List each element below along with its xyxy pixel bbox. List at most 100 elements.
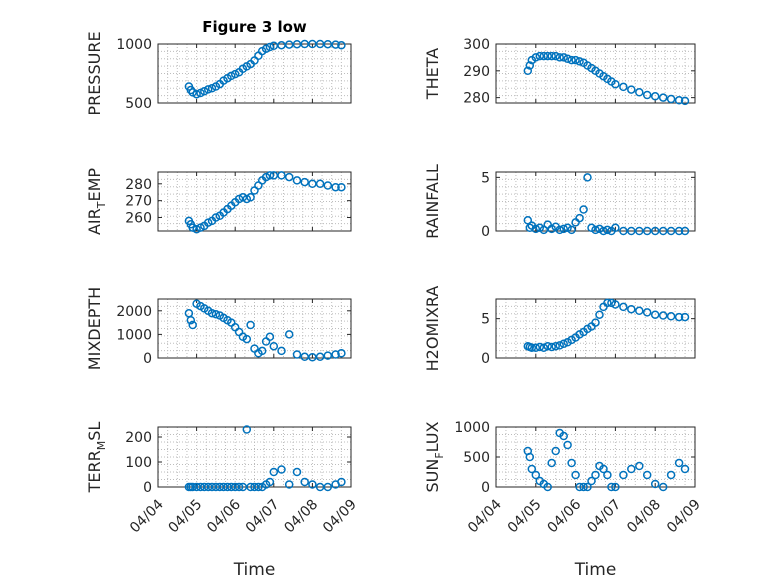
data-point: [674, 226, 684, 236]
data-point: [607, 482, 616, 492]
data-point: [642, 308, 652, 317]
series-points: [523, 298, 690, 353]
y-axis-label: SUNFLUX: [423, 421, 446, 492]
data-point: [227, 482, 236, 492]
data-point: [571, 55, 580, 65]
x-tick-label: 04/04: [465, 496, 505, 536]
data-point: [531, 470, 541, 480]
y-tick-label: 1000: [116, 37, 152, 53]
data-point: [619, 82, 628, 92]
data-point: [658, 311, 668, 320]
x-tick-label: 04/07: [243, 497, 283, 537]
data-point: [619, 470, 628, 480]
data-point: [559, 53, 568, 62]
y-tick-label: 100: [125, 455, 152, 471]
series-points: [523, 173, 690, 236]
data-point: [611, 482, 620, 492]
axes-frame: [495, 43, 696, 104]
y-tick-label: 280: [463, 91, 490, 107]
data-point: [607, 298, 616, 308]
data-point: [200, 86, 209, 96]
data-point: [277, 465, 286, 474]
data-point: [571, 470, 580, 480]
data-point: [337, 349, 346, 358]
data-point: [207, 308, 217, 318]
data-point: [265, 42, 275, 52]
data-point: [315, 352, 325, 362]
data-point: [525, 452, 535, 462]
data-point: [211, 213, 221, 222]
data-point: [680, 464, 690, 474]
x-tick-label: 04/06: [545, 496, 585, 536]
y-tick-label: 0: [481, 224, 490, 240]
y-tick-label: 270: [125, 194, 152, 210]
data-point: [599, 226, 608, 236]
series-points: [184, 299, 346, 362]
data-point: [531, 343, 541, 353]
data-point: [658, 482, 668, 492]
data-point: [300, 177, 309, 187]
data-point: [680, 312, 690, 322]
data-point: [627, 304, 636, 314]
y-axis-label: AIRTEMP: [85, 168, 108, 235]
axes-frame: [157, 298, 352, 359]
data-point: [337, 477, 346, 487]
x-tick-label: 04/05: [166, 497, 206, 537]
data-point: [234, 482, 244, 492]
data-point: [559, 339, 568, 349]
data-point: [323, 181, 333, 190]
x-tick-label: 04/09: [664, 497, 704, 537]
data-point: [188, 88, 197, 97]
axes-frame: [495, 171, 696, 232]
data-point: [265, 332, 275, 342]
data-point: [242, 425, 252, 434]
data-point: [635, 461, 644, 471]
data-point: [284, 172, 294, 182]
data-point: [525, 223, 535, 233]
data-point: [619, 302, 628, 312]
data-point: [611, 300, 620, 309]
series-points: [184, 171, 346, 234]
data-point: [323, 482, 333, 492]
data-point: [527, 343, 537, 353]
data-point: [547, 458, 556, 468]
data-point: [619, 226, 628, 236]
data-point: [207, 482, 217, 492]
series-points: [184, 39, 346, 99]
y-tick-label: 0: [481, 351, 490, 367]
x-tick-label: 04/05: [505, 497, 545, 537]
data-point: [207, 84, 217, 93]
data-point: [603, 225, 612, 235]
data-point: [539, 51, 549, 61]
data-point: [559, 224, 568, 234]
y-tick-label: 200: [125, 430, 152, 446]
y-tick-label: 280: [125, 177, 152, 193]
data-point: [246, 320, 255, 330]
y-tick-label: 0: [143, 480, 152, 496]
data-point: [567, 458, 576, 468]
data-point: [331, 40, 340, 49]
axes-frame: [157, 43, 352, 104]
data-point: [539, 343, 549, 353]
data-point: [227, 71, 236, 81]
x-tick-label: 04/09: [320, 497, 360, 537]
y-tick-label: 300: [463, 37, 490, 53]
data-point: [543, 51, 552, 61]
data-point: [547, 51, 556, 61]
data-point: [535, 51, 545, 61]
data-point: [559, 431, 568, 441]
data-point: [555, 53, 564, 62]
data-point: [674, 312, 684, 322]
data-point: [186, 315, 196, 325]
data-point: [642, 90, 652, 100]
data-point: [642, 470, 652, 480]
y-axis-label: PRESSURE: [85, 31, 104, 115]
data-point: [579, 205, 588, 214]
data-point: [650, 479, 660, 489]
data-point: [680, 96, 690, 106]
data-point: [627, 464, 636, 474]
data-point: [284, 330, 294, 339]
data-point: [277, 171, 286, 180]
data-point: [587, 476, 596, 486]
data-point: [555, 225, 564, 235]
